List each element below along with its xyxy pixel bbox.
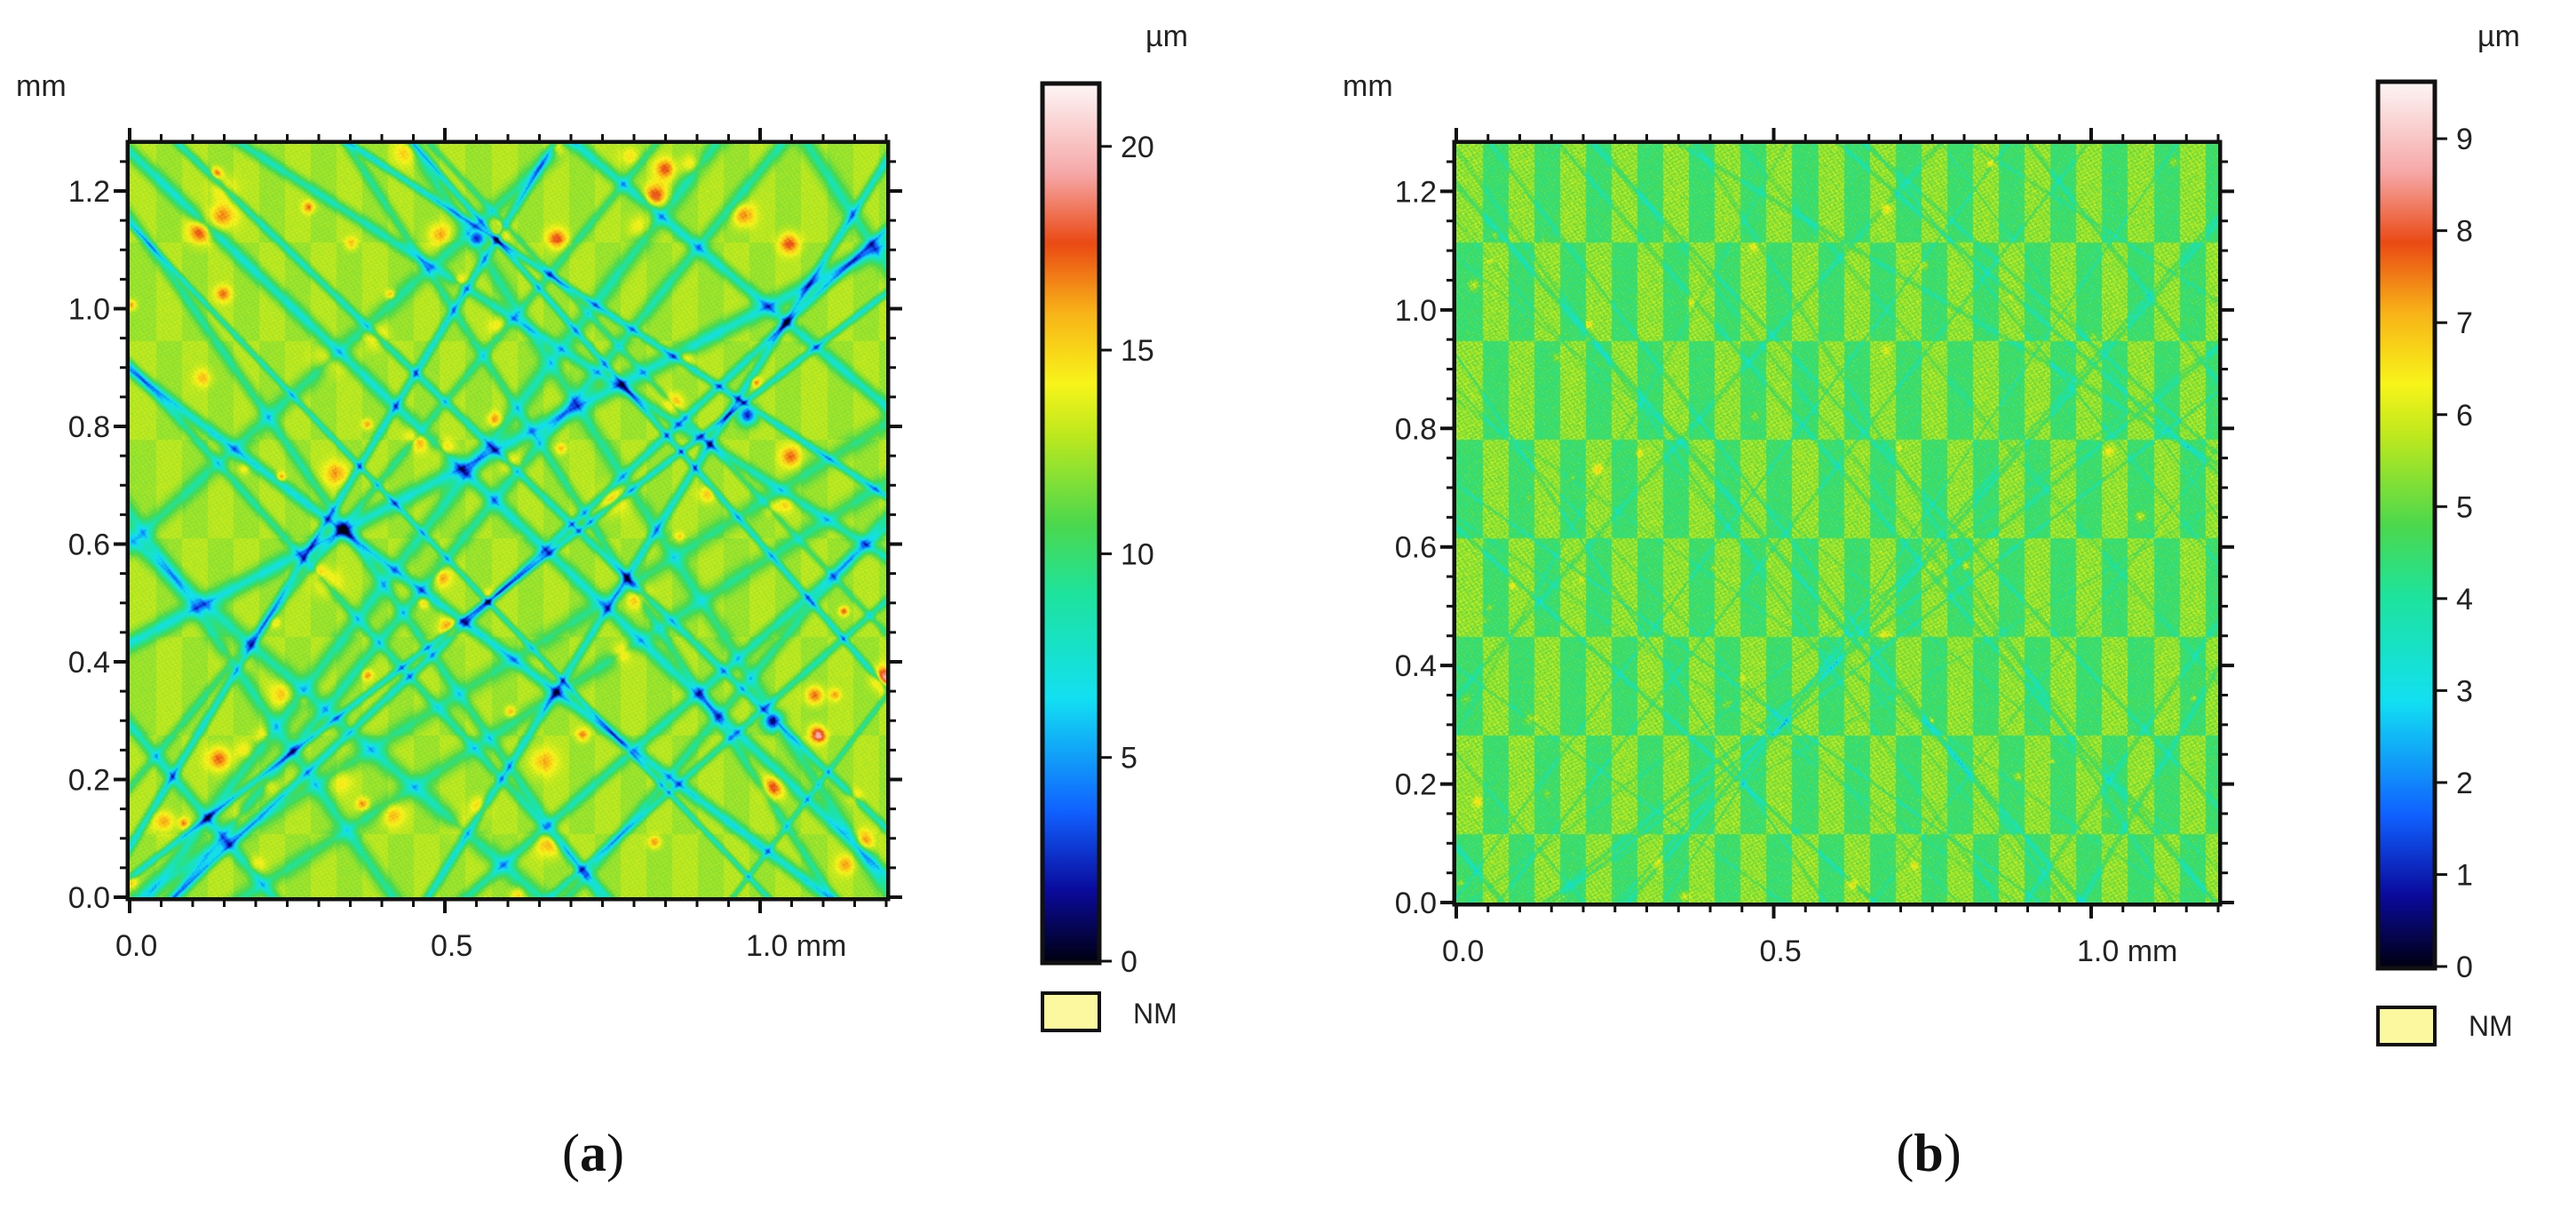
heightmap xyxy=(130,144,886,897)
colorbar-unit-label: µm xyxy=(2477,20,2520,53)
nm-swatch xyxy=(1041,991,1101,1032)
y-tick-label: 0.2 xyxy=(1395,768,1437,802)
colorbar-tick-label: 9 xyxy=(2456,123,2473,156)
nm-label: NM xyxy=(1133,998,1177,1030)
y-tick-label: 0.6 xyxy=(68,529,110,562)
x-tick-label: 1.0 mm xyxy=(746,929,846,963)
x-tick-label: 0.0 xyxy=(115,929,157,963)
colorbar-tick-label: 6 xyxy=(2456,399,2473,433)
panel-caption: (a) xyxy=(562,1124,624,1182)
nm-label: NM xyxy=(2469,1010,2513,1042)
colorbar-tick-label: 10 xyxy=(1121,537,1154,571)
nm-legend: NM xyxy=(1041,991,1177,1032)
y-tick-label: 0.6 xyxy=(1395,531,1437,565)
colorbar-frame xyxy=(1040,81,1102,966)
y-tick-label: 0.8 xyxy=(1395,412,1437,446)
y-tick-label: 0.4 xyxy=(68,646,110,680)
x-tick-label: 0.0 xyxy=(1442,935,1484,968)
colorbar-tick-label: 3 xyxy=(2456,674,2473,708)
x-tick-label: 0.5 xyxy=(431,929,472,963)
colorbar-gradient xyxy=(2380,84,2433,966)
colorbar-tick-label: 15 xyxy=(1121,334,1154,368)
y-tick-label: 1.0 xyxy=(68,293,110,327)
colorbar-tick-label: 8 xyxy=(2456,215,2473,249)
colorbar-unit-label: µm xyxy=(1145,20,1188,53)
panel-a: mm 0.0 0.5 1.0 mm0.00.20.40.60.81.01.2 µm … xyxy=(16,20,1188,1182)
panel-caption: (b) xyxy=(1896,1124,1961,1182)
colorbar-tick-label: 1 xyxy=(2456,858,2473,892)
x-tick-label: 0.5 xyxy=(1760,935,1802,968)
y-tick-label: 1.2 xyxy=(68,175,110,209)
axes: 0.0 0.5 1.0 mm 0.0 0.2 0.4 0.6 0.8 1.0 1.2 xyxy=(68,128,902,963)
colorbar-frame xyxy=(2375,79,2437,971)
nm-swatch xyxy=(2376,1006,2437,1046)
axes: 0.0 0.5 1.0 mm 0.0 0.2 0.4 0.6 0.8 1.0 1.2 xyxy=(1395,128,2234,968)
nm-legend: NM xyxy=(2376,1006,2513,1046)
panel-b: mm 0.0 0.5 1.0 mm0.00.20.40.60.81.01.2 µm … xyxy=(1343,20,2520,1182)
y-axis-unit-label: mm xyxy=(1343,69,1393,103)
y-tick-label: 0.0 xyxy=(1395,887,1437,920)
colorbar-tick-label: 5 xyxy=(2456,490,2473,524)
colorbar-tick-label: 5 xyxy=(1121,742,1137,776)
y-tick-label: 0.0 xyxy=(68,881,110,915)
y-tick-label: 1.0 xyxy=(1395,294,1437,328)
colorbar-tick-label: 20 xyxy=(1121,131,1154,164)
colorbar-tick-label: 2 xyxy=(2456,767,2473,800)
y-tick-label: 1.2 xyxy=(1395,175,1437,209)
colorbar-tick-label: 7 xyxy=(2456,306,2473,340)
y-axis-unit-label: mm xyxy=(16,69,67,103)
y-tick-label: 0.2 xyxy=(68,764,110,798)
colorbar-gradient xyxy=(1044,85,1098,961)
y-tick-label: 0.4 xyxy=(1395,649,1437,683)
colorbar-tick-label: 0 xyxy=(1121,945,1137,979)
heightmap xyxy=(1456,144,2218,903)
colorbar-tick-label: 0 xyxy=(2456,950,2473,984)
colorbar-ticks: 0 5 10 15 20 xyxy=(1099,131,1154,979)
y-tick-label: 0.8 xyxy=(68,410,110,444)
colorbar-tick-label: 4 xyxy=(2456,583,2473,616)
x-tick-label: 1.0 mm xyxy=(2077,935,2177,968)
colorbar-ticks: 0 1 2 3 4 5 6 7 8 9 xyxy=(2435,123,2473,984)
